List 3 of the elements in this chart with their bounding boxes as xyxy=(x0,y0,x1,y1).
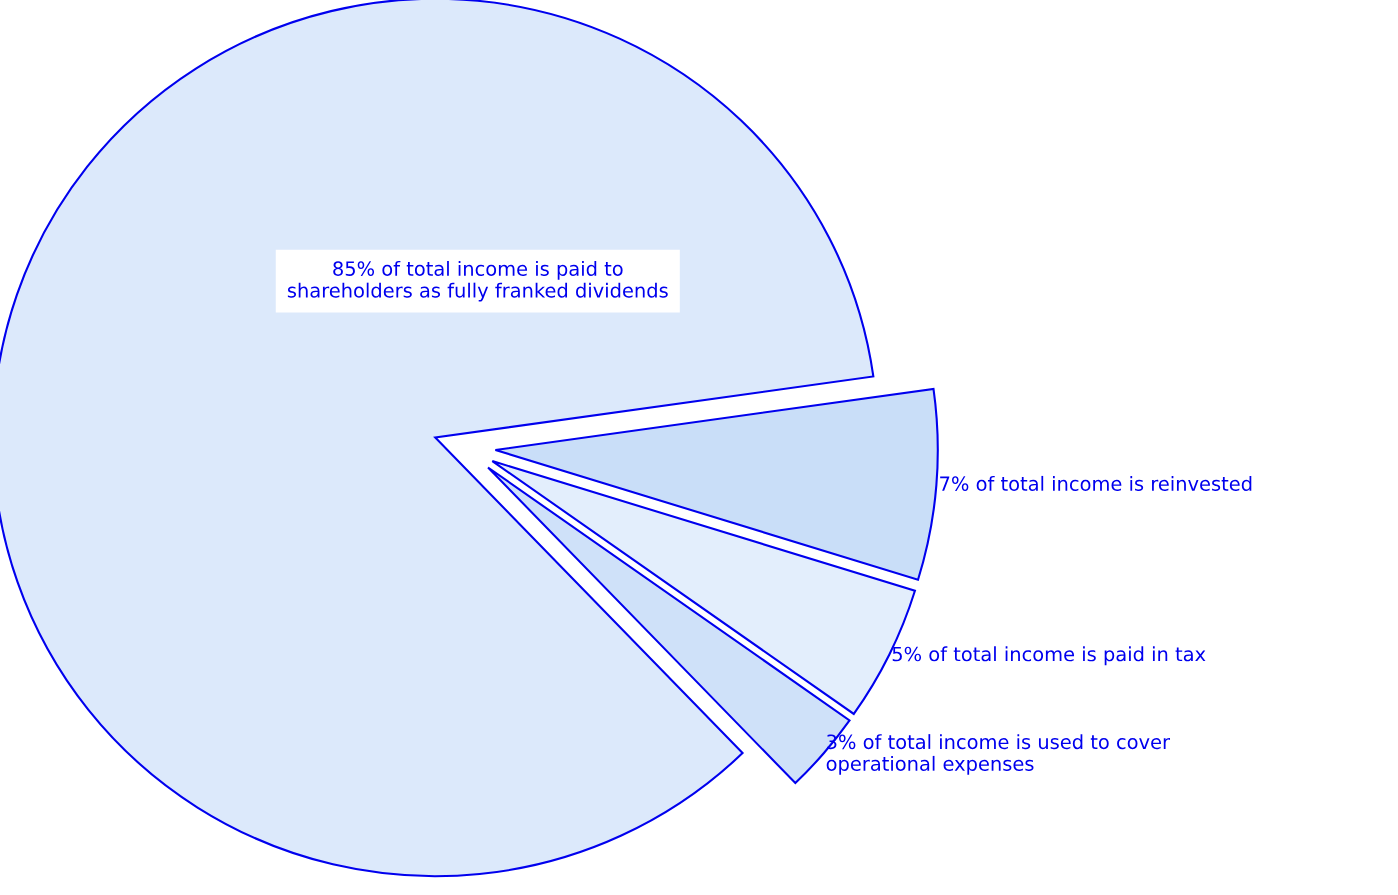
slice-label: 7% of total income is reinvested xyxy=(940,475,1252,491)
slice-label: 85% of total income is paid to shareholders as fully franked dividends xyxy=(287,260,668,302)
slice-label: 5% of total income is paid in tax xyxy=(892,646,1206,666)
